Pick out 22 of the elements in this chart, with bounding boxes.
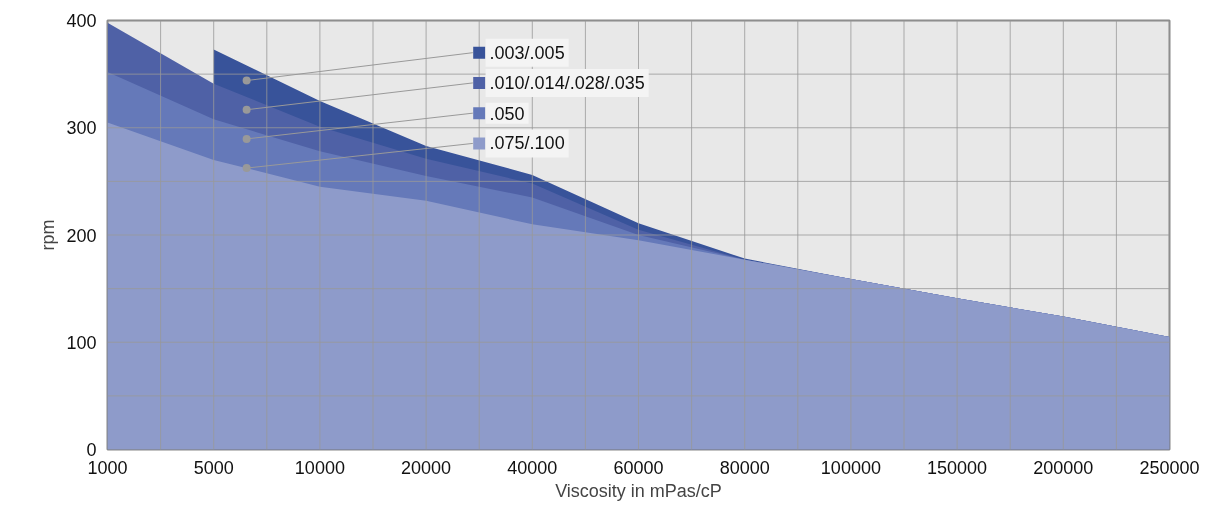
legend-label: .075/.100 [489, 133, 565, 154]
y-tick-label: 0 [86, 440, 97, 460]
y-axis-title: rpm [38, 219, 59, 251]
x-tick-label: 10000 [294, 457, 345, 478]
y-tick-label: 100 [66, 332, 97, 353]
x-tick-label: 20000 [401, 457, 452, 478]
x-tick-label: 80000 [719, 457, 770, 478]
x-tick-label: 60000 [613, 457, 664, 478]
legend-label: .010/.014/.028/.035 [489, 72, 645, 93]
x-tick-label: 100000 [820, 457, 881, 478]
x-tick-label: 40000 [507, 457, 558, 478]
y-tick-label: 400 [66, 11, 97, 31]
x-tick-label: 5000 [193, 457, 234, 478]
x-tick-label: 200000 [1033, 457, 1094, 478]
legend-label: .003/.005 [489, 42, 565, 63]
x-tick-label: 1000 [87, 457, 128, 478]
y-tick-label: 300 [66, 118, 97, 139]
y-tick-label: 200 [66, 225, 97, 246]
x-axis-title: Viscosity in mPas/cP [555, 480, 722, 501]
legend-label: .050 [489, 103, 525, 124]
x-tick-label: 150000 [927, 457, 988, 478]
x-tick-label: 250000 [1139, 457, 1200, 478]
